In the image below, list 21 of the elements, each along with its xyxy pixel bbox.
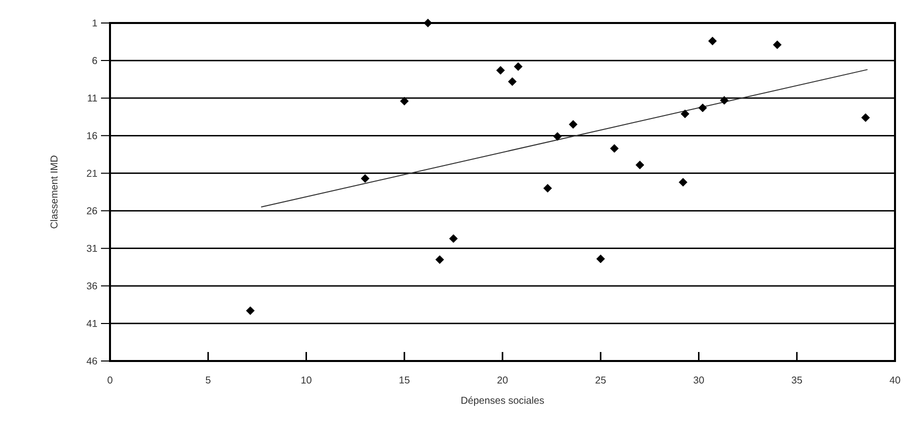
y-tick-label: 11 (88, 94, 97, 102)
y-tick-label: 31 (86, 244, 97, 252)
y-tick-label: 21 (86, 170, 97, 177)
y-tick-label: 41 (86, 320, 97, 327)
y-tick-label: 36 (86, 282, 98, 290)
y-tick-label: 26 (86, 207, 98, 214)
y-axis-title: Classement IMD (50, 156, 58, 228)
x-tick-label: 40 (890, 376, 900, 384)
x-tick-label: 15 (400, 376, 410, 384)
y-tick-label: 1 (92, 20, 97, 26)
x-tick-label: 5 (206, 376, 210, 384)
x-tick-label: 20 (497, 376, 508, 384)
x-tick-label: 30 (694, 376, 704, 384)
y-tick-label: 16 (87, 132, 98, 140)
x-axis-title: Dépenses sociales (462, 396, 544, 406)
x-tick-label: 0 (108, 376, 112, 384)
y-tick-label: 6 (92, 57, 98, 64)
x-tick-label: 25 (596, 376, 606, 384)
x-tick-label: 35 (792, 376, 802, 384)
y-tick-label: 46 (86, 357, 98, 365)
x-tick-label: 10 (301, 376, 312, 384)
